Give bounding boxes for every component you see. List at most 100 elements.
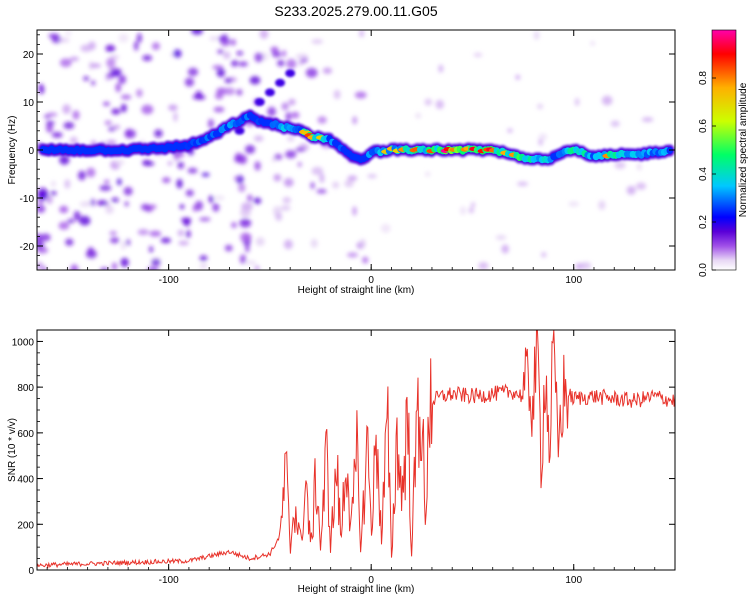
noise-blob	[380, 223, 391, 233]
noise-blob	[282, 50, 287, 57]
noise-blob	[281, 102, 289, 111]
colorbar-label: Normalized spectral amplitude	[738, 82, 749, 217]
noise-blob	[574, 97, 580, 107]
noise-blob	[58, 221, 70, 230]
noise-blob	[167, 161, 173, 166]
spectrogram-marks	[37, 30, 675, 270]
noise-blob	[105, 204, 114, 214]
noise-blob	[111, 71, 121, 77]
noise-blob	[501, 244, 509, 254]
noise-blob	[140, 203, 151, 211]
noise-blob	[249, 76, 261, 85]
noise-blob	[495, 234, 507, 241]
noise-blob	[59, 155, 70, 165]
noise-blob	[333, 89, 341, 100]
snr-x-ticks: -100 0 100	[46, 330, 676, 586]
y-tick-label: 400	[17, 475, 34, 486]
noise-blob	[223, 51, 231, 60]
noise-blob	[223, 87, 236, 96]
noise-blob	[63, 121, 75, 130]
noise-blob	[90, 198, 95, 207]
noise-blob	[636, 162, 642, 171]
snr-marks	[37, 330, 675, 569]
noise-blob	[222, 35, 227, 46]
noise-blob	[42, 265, 47, 270]
colorbar-tick-label: 0.6	[698, 119, 709, 133]
noise-blob	[507, 128, 513, 133]
snr-y-label: SNR (10 * v/v)	[7, 418, 18, 482]
noise-blob	[517, 181, 529, 187]
noise-blob	[105, 44, 116, 53]
snr-frame	[36, 329, 676, 571]
snr-y-ticks: 0 200 400 600 800 1000	[12, 329, 675, 577]
noise-blob	[120, 257, 129, 268]
noise-blob	[244, 144, 256, 154]
noise-blob	[316, 189, 327, 194]
snr-panel: -100 0 100 0 200 400 600 800 1000 Height of str…	[7, 329, 676, 595]
noise-blob	[46, 112, 58, 117]
noise-blob	[86, 167, 96, 178]
noise-blob	[64, 31, 72, 36]
noise-blob	[45, 123, 54, 133]
noise-blob	[89, 63, 102, 68]
noise-blob	[283, 239, 293, 250]
noise-blob	[72, 110, 80, 120]
noise-blob	[199, 255, 208, 262]
noise-blob	[45, 120, 55, 125]
spectral-noise	[37, 30, 654, 270]
noise-blob	[118, 33, 129, 43]
noise-blob	[195, 95, 206, 100]
noise-blob	[120, 103, 127, 113]
noise-blob	[58, 37, 70, 43]
noise-blob	[236, 88, 243, 96]
noise-blob	[199, 217, 211, 222]
noise-blob	[238, 61, 249, 67]
noise-blob	[168, 104, 178, 111]
noise-blob	[290, 111, 300, 119]
noise-blob	[247, 194, 253, 202]
noise-blob	[187, 67, 199, 77]
noise-blob	[111, 197, 119, 203]
x-tick-label: 0	[368, 275, 374, 286]
noise-blob	[537, 103, 543, 110]
noise-blob	[254, 265, 260, 270]
colorbar-tick-label: 0.8	[698, 71, 709, 85]
branch-mark	[275, 78, 286, 87]
noise-blob	[359, 30, 364, 38]
spectrogram-x-ticks: -100 0 100	[46, 30, 676, 286]
noise-blob	[99, 185, 112, 191]
noise-blob	[59, 205, 69, 214]
noise-blob	[601, 95, 613, 106]
noise-blob	[236, 51, 244, 56]
noise-blob	[280, 205, 291, 211]
noise-blob	[208, 195, 214, 203]
noise-blob	[273, 173, 282, 182]
noise-blob	[120, 240, 126, 250]
noise-blob	[332, 181, 340, 189]
noise-blob	[347, 175, 358, 182]
noise-blob	[311, 166, 324, 176]
noise-blob	[67, 218, 75, 224]
colorbar-ticks: 0.0 0.2 0.4 0.6 0.8	[698, 71, 716, 277]
noise-blob	[69, 136, 78, 145]
noise-blob	[137, 33, 142, 43]
noise-blob	[254, 161, 261, 171]
noise-blob	[79, 201, 91, 207]
ridge-core	[39, 111, 673, 164]
noise-blob	[120, 94, 132, 100]
noise-blob	[106, 57, 116, 68]
noise-blob	[217, 49, 224, 54]
noise-blob	[162, 177, 171, 184]
noise-blob	[641, 117, 654, 122]
noise-blob	[311, 39, 324, 44]
noise-blob	[424, 171, 431, 177]
noise-blob	[285, 150, 297, 159]
noise-blob	[80, 44, 92, 53]
noise-blob	[194, 200, 204, 211]
noise-blob	[271, 51, 282, 58]
noise-blob	[435, 99, 444, 110]
noise-blob	[288, 98, 296, 106]
noise-blob	[282, 197, 292, 204]
noise-blob	[212, 203, 220, 212]
